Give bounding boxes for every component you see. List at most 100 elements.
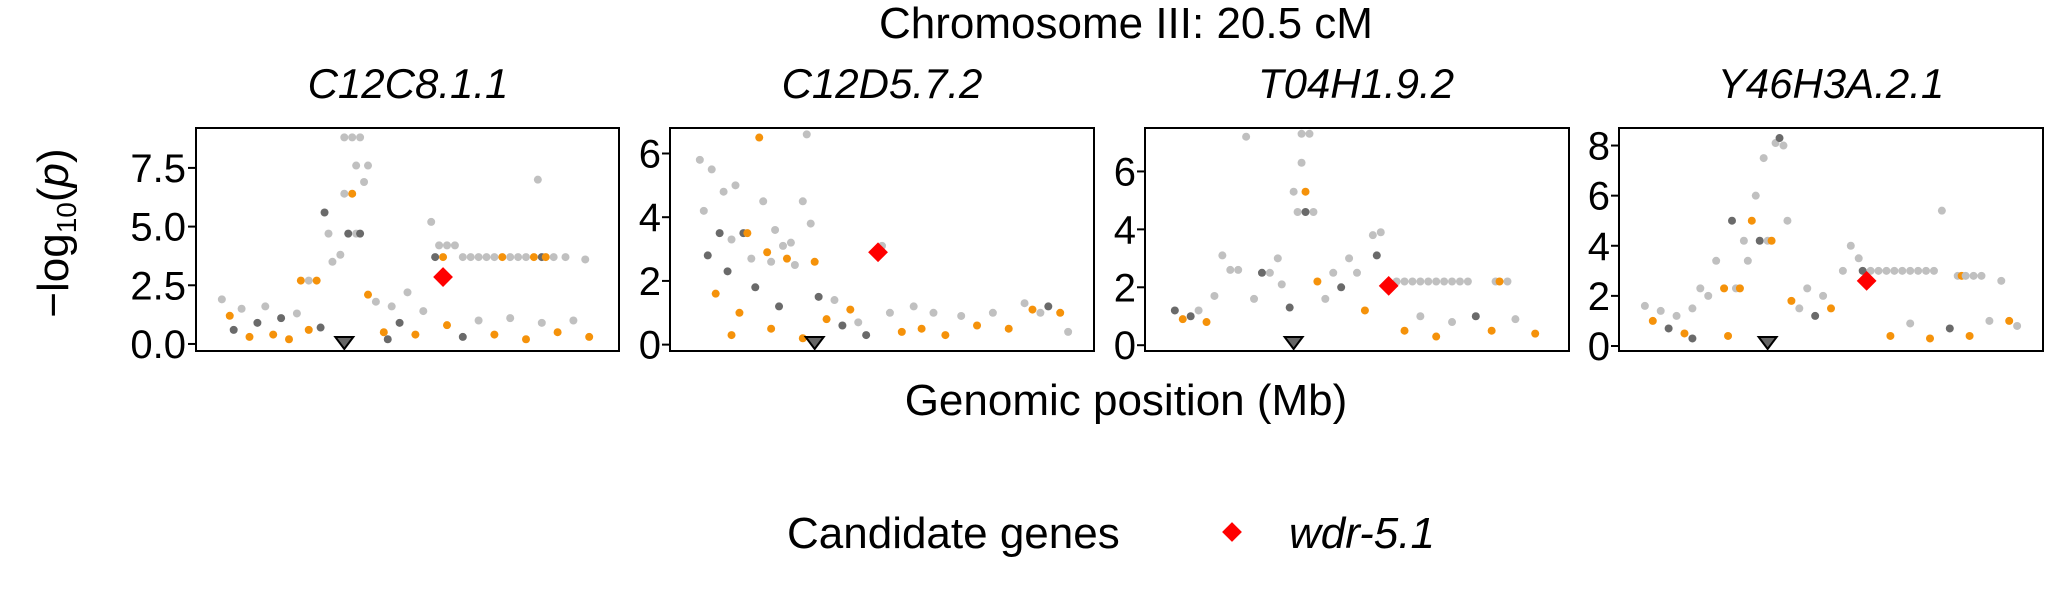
snp-point [1455, 277, 1464, 286]
snp-point [719, 187, 728, 196]
y-tick-label: 4 [1588, 225, 1610, 269]
snp-point [1372, 251, 1381, 260]
y-axis-title: −log10(p) [29, 148, 82, 317]
y-tick-label: 2 [1114, 266, 1136, 310]
snp-point [1471, 312, 1480, 321]
snp-point [1997, 276, 2006, 285]
snp-point [356, 133, 365, 142]
snp-point [395, 318, 404, 327]
snp-point [1759, 154, 1768, 163]
snp-point [790, 260, 799, 269]
snp-point [352, 161, 361, 170]
snp-point [735, 308, 744, 317]
peak-marker [1282, 336, 1305, 351]
snp-point [1400, 326, 1409, 335]
snp-point [360, 177, 369, 186]
snp-point [1242, 132, 1251, 141]
snp-point [443, 241, 451, 250]
snp-point [439, 253, 448, 262]
y-tick-label: 8 [1588, 125, 1610, 169]
snp-point [1178, 315, 1187, 324]
panel-frame [669, 127, 1095, 352]
panel-title: C12D5.7.2 [782, 60, 983, 107]
snp-point [320, 208, 329, 217]
snp-point [1297, 158, 1306, 167]
legend-label-wdr-5.1: wdr-5.1 [1289, 509, 1435, 558]
snp-point [1309, 207, 1318, 216]
snp-point [917, 324, 926, 333]
y-tick-label: 6 [639, 132, 661, 176]
snp-point [1811, 311, 1820, 320]
snp-point [356, 229, 365, 238]
snp-point [1273, 254, 1282, 263]
legend: Candidate genes wdr-5.1 [787, 509, 1435, 558]
snp-point [699, 206, 708, 215]
snp-point [822, 315, 831, 324]
snp-point [1775, 134, 1784, 143]
candidate-wdr-5.1 [1378, 275, 1399, 296]
panel-frame [1618, 127, 2044, 352]
snp-point [1720, 284, 1729, 293]
snp-point [1194, 306, 1203, 315]
snp-point [779, 241, 787, 250]
snp-point [909, 302, 918, 311]
snp-point [1056, 308, 1065, 317]
chart-title: Chromosome III: 20.5 cM [879, 0, 1373, 48]
snp-point [336, 250, 345, 259]
snp-point [1656, 306, 1665, 315]
snp-point [862, 331, 871, 340]
snp-point [1301, 207, 1310, 216]
snp-point [715, 229, 724, 238]
snp-point [1779, 141, 1788, 150]
y-tick-label: 6 [1588, 175, 1610, 219]
snp-point [929, 308, 938, 317]
y-tick-label: 2 [1588, 275, 1610, 319]
snp-point [1977, 271, 1986, 280]
snp-point [490, 330, 499, 339]
snp-point [506, 253, 515, 262]
snp-point [1882, 266, 1891, 275]
snp-point [1672, 311, 1681, 320]
snp-point [537, 318, 546, 327]
snp-point [802, 130, 811, 139]
y-tick-label: 0 [639, 324, 661, 368]
snp-point [775, 302, 784, 311]
snp-point [533, 175, 542, 184]
snp-point [561, 253, 570, 262]
snp-point [1712, 256, 1721, 265]
snp-point [1329, 268, 1338, 277]
snp-point [751, 283, 760, 292]
panel-frame [195, 127, 620, 352]
snp-point [1648, 316, 1657, 325]
snp-point [1696, 284, 1705, 293]
snp-point [431, 253, 440, 262]
snp-point [941, 331, 950, 340]
snp-point [1440, 277, 1449, 286]
snp-point [695, 155, 704, 164]
snp-point [522, 253, 530, 262]
snp-point [450, 241, 459, 250]
snp-point [988, 308, 997, 317]
snp-point [1858, 266, 1867, 275]
snp-point [529, 253, 538, 262]
snp-point [482, 253, 491, 262]
snp-point [798, 197, 807, 206]
panels: C12C8.1.10.02.55.07.5C12D5.7.20246T04H1.… [130, 60, 2044, 369]
snp-point [328, 257, 337, 266]
snp-point [277, 314, 286, 323]
panel-T04H1.9.2: T04H1.9.2 0 2 4 6 [1114, 60, 1570, 368]
snp-point [364, 161, 372, 170]
snp-point [1408, 277, 1417, 286]
snp-point [411, 330, 420, 339]
snp-point [383, 335, 392, 344]
panel-title: Y46H3A.2.1 [1718, 60, 1945, 107]
snp-point [1965, 331, 1974, 340]
snp-point [474, 316, 483, 325]
snp-point [1680, 329, 1689, 338]
snp-point [217, 295, 226, 304]
y-tick-label: 0 [1588, 325, 1610, 369]
snp-point [1886, 331, 1895, 340]
snp-point [1961, 271, 1970, 280]
snp-point [755, 133, 764, 142]
snp-point [723, 267, 732, 276]
